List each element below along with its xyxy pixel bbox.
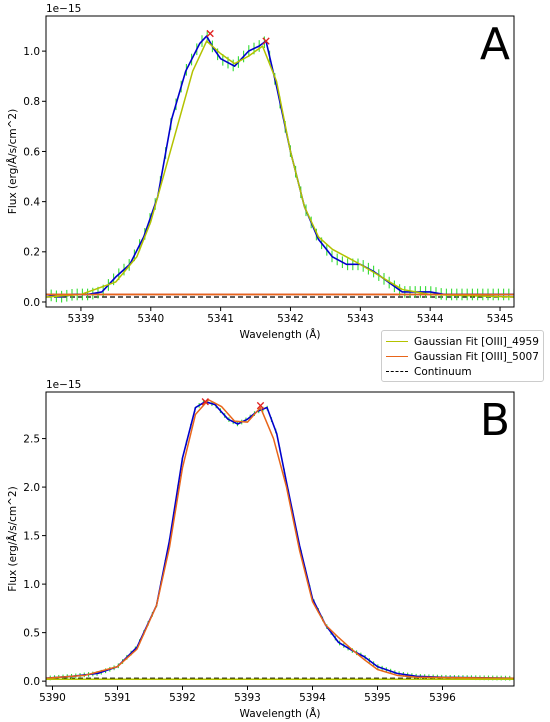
x-tick-label: 5394: [299, 692, 326, 704]
x-axis-label: Wavelength (Å): [239, 707, 320, 720]
x-tick-label: 5340: [137, 313, 164, 325]
legend-swatch-continuum: [386, 371, 408, 372]
y-tick-label: 0.6: [23, 146, 40, 158]
peak-marker: [206, 29, 214, 38]
x-tick-label: 5343: [347, 313, 374, 325]
x-tick-label: 5344: [417, 313, 444, 325]
y-tick-label: 0.4: [23, 196, 40, 208]
legend-swatch-fit-4959: [386, 341, 408, 342]
legend-entry-fit-4959: Gaussian Fit [OIII]_4959: [386, 334, 539, 349]
x-tick-label: 5341: [207, 313, 234, 325]
offset-label: 1e−15: [46, 3, 81, 15]
peak-marker: [256, 401, 265, 410]
x-tick-label: 5342: [277, 313, 304, 325]
y-axis-label: Flux (erg/Å/s/cm^2): [6, 109, 19, 214]
axes-frame: [45, 391, 515, 687]
x-tick-label: 5392: [169, 692, 196, 704]
fit-4959-line: [46, 40, 514, 298]
y-tick-label: 0.5: [23, 627, 40, 639]
legend-label-continuum: Continuum: [414, 365, 472, 378]
y-tick-label: 2.0: [23, 482, 40, 494]
data-line: [46, 400, 514, 680]
plot-area: [46, 398, 514, 681]
y-tick-label: 0.2: [23, 247, 40, 259]
panel-label: B: [480, 395, 510, 446]
y-tick-label: 1.0: [23, 579, 40, 591]
legend-entry-fit-5007: Gaussian Fit [OIII]_5007: [386, 349, 539, 364]
offset-label: 1e−15: [46, 379, 81, 391]
x-tick-label: 5395: [364, 692, 391, 704]
y-axis-label: Flux (erg/Å/s/cm^2): [6, 486, 19, 591]
peak-marker: [262, 37, 270, 45]
legend-swatch-fit-5007: [386, 356, 408, 357]
plot-area: [46, 29, 514, 303]
panel-label: A: [480, 19, 510, 70]
fit-5007-line: [46, 399, 514, 679]
error-bars: [46, 400, 514, 681]
y-tick-label: 0.8: [23, 96, 40, 108]
y-tick-label: 1.0: [23, 46, 40, 58]
y-tick-label: 2.5: [23, 433, 40, 445]
x-tick-label: 5391: [104, 692, 131, 704]
panel-a: 5339 5340 5341 5342 5343 5344 5345 0.0 0.2 0.4 0.6…: [6, 3, 515, 341]
y-tick-label: 0.0: [23, 676, 40, 688]
legend-entry-continuum: Continuum: [386, 364, 539, 379]
peak-marker: [201, 398, 209, 406]
x-tick-label: 5339: [68, 313, 95, 325]
legend-label-fit-5007: Gaussian Fit [OIII]_5007: [414, 350, 539, 363]
axes-frame: [45, 15, 515, 308]
panel-b: 5390 5391 5392 5393 5394 5395 5396 0.0 0.5 1.0 1.5…: [6, 379, 515, 720]
x-tick-label: 5345: [487, 313, 514, 325]
x-tick-label: 5390: [39, 692, 66, 704]
error-bars: [46, 31, 514, 303]
x-axis-label: Wavelength (Å): [239, 328, 320, 341]
data-line: [46, 35, 514, 298]
x-tick-label: 5393: [234, 692, 261, 704]
x-tick-label: 5396: [429, 692, 456, 704]
legend-label-fit-4959: Gaussian Fit [OIII]_4959: [414, 335, 539, 348]
legend: Gaussian Fit [OIII]_4959 Gaussian Fit [O…: [381, 330, 544, 382]
y-tick-label: 0.0: [23, 297, 40, 309]
y-tick-label: 1.5: [23, 530, 40, 542]
